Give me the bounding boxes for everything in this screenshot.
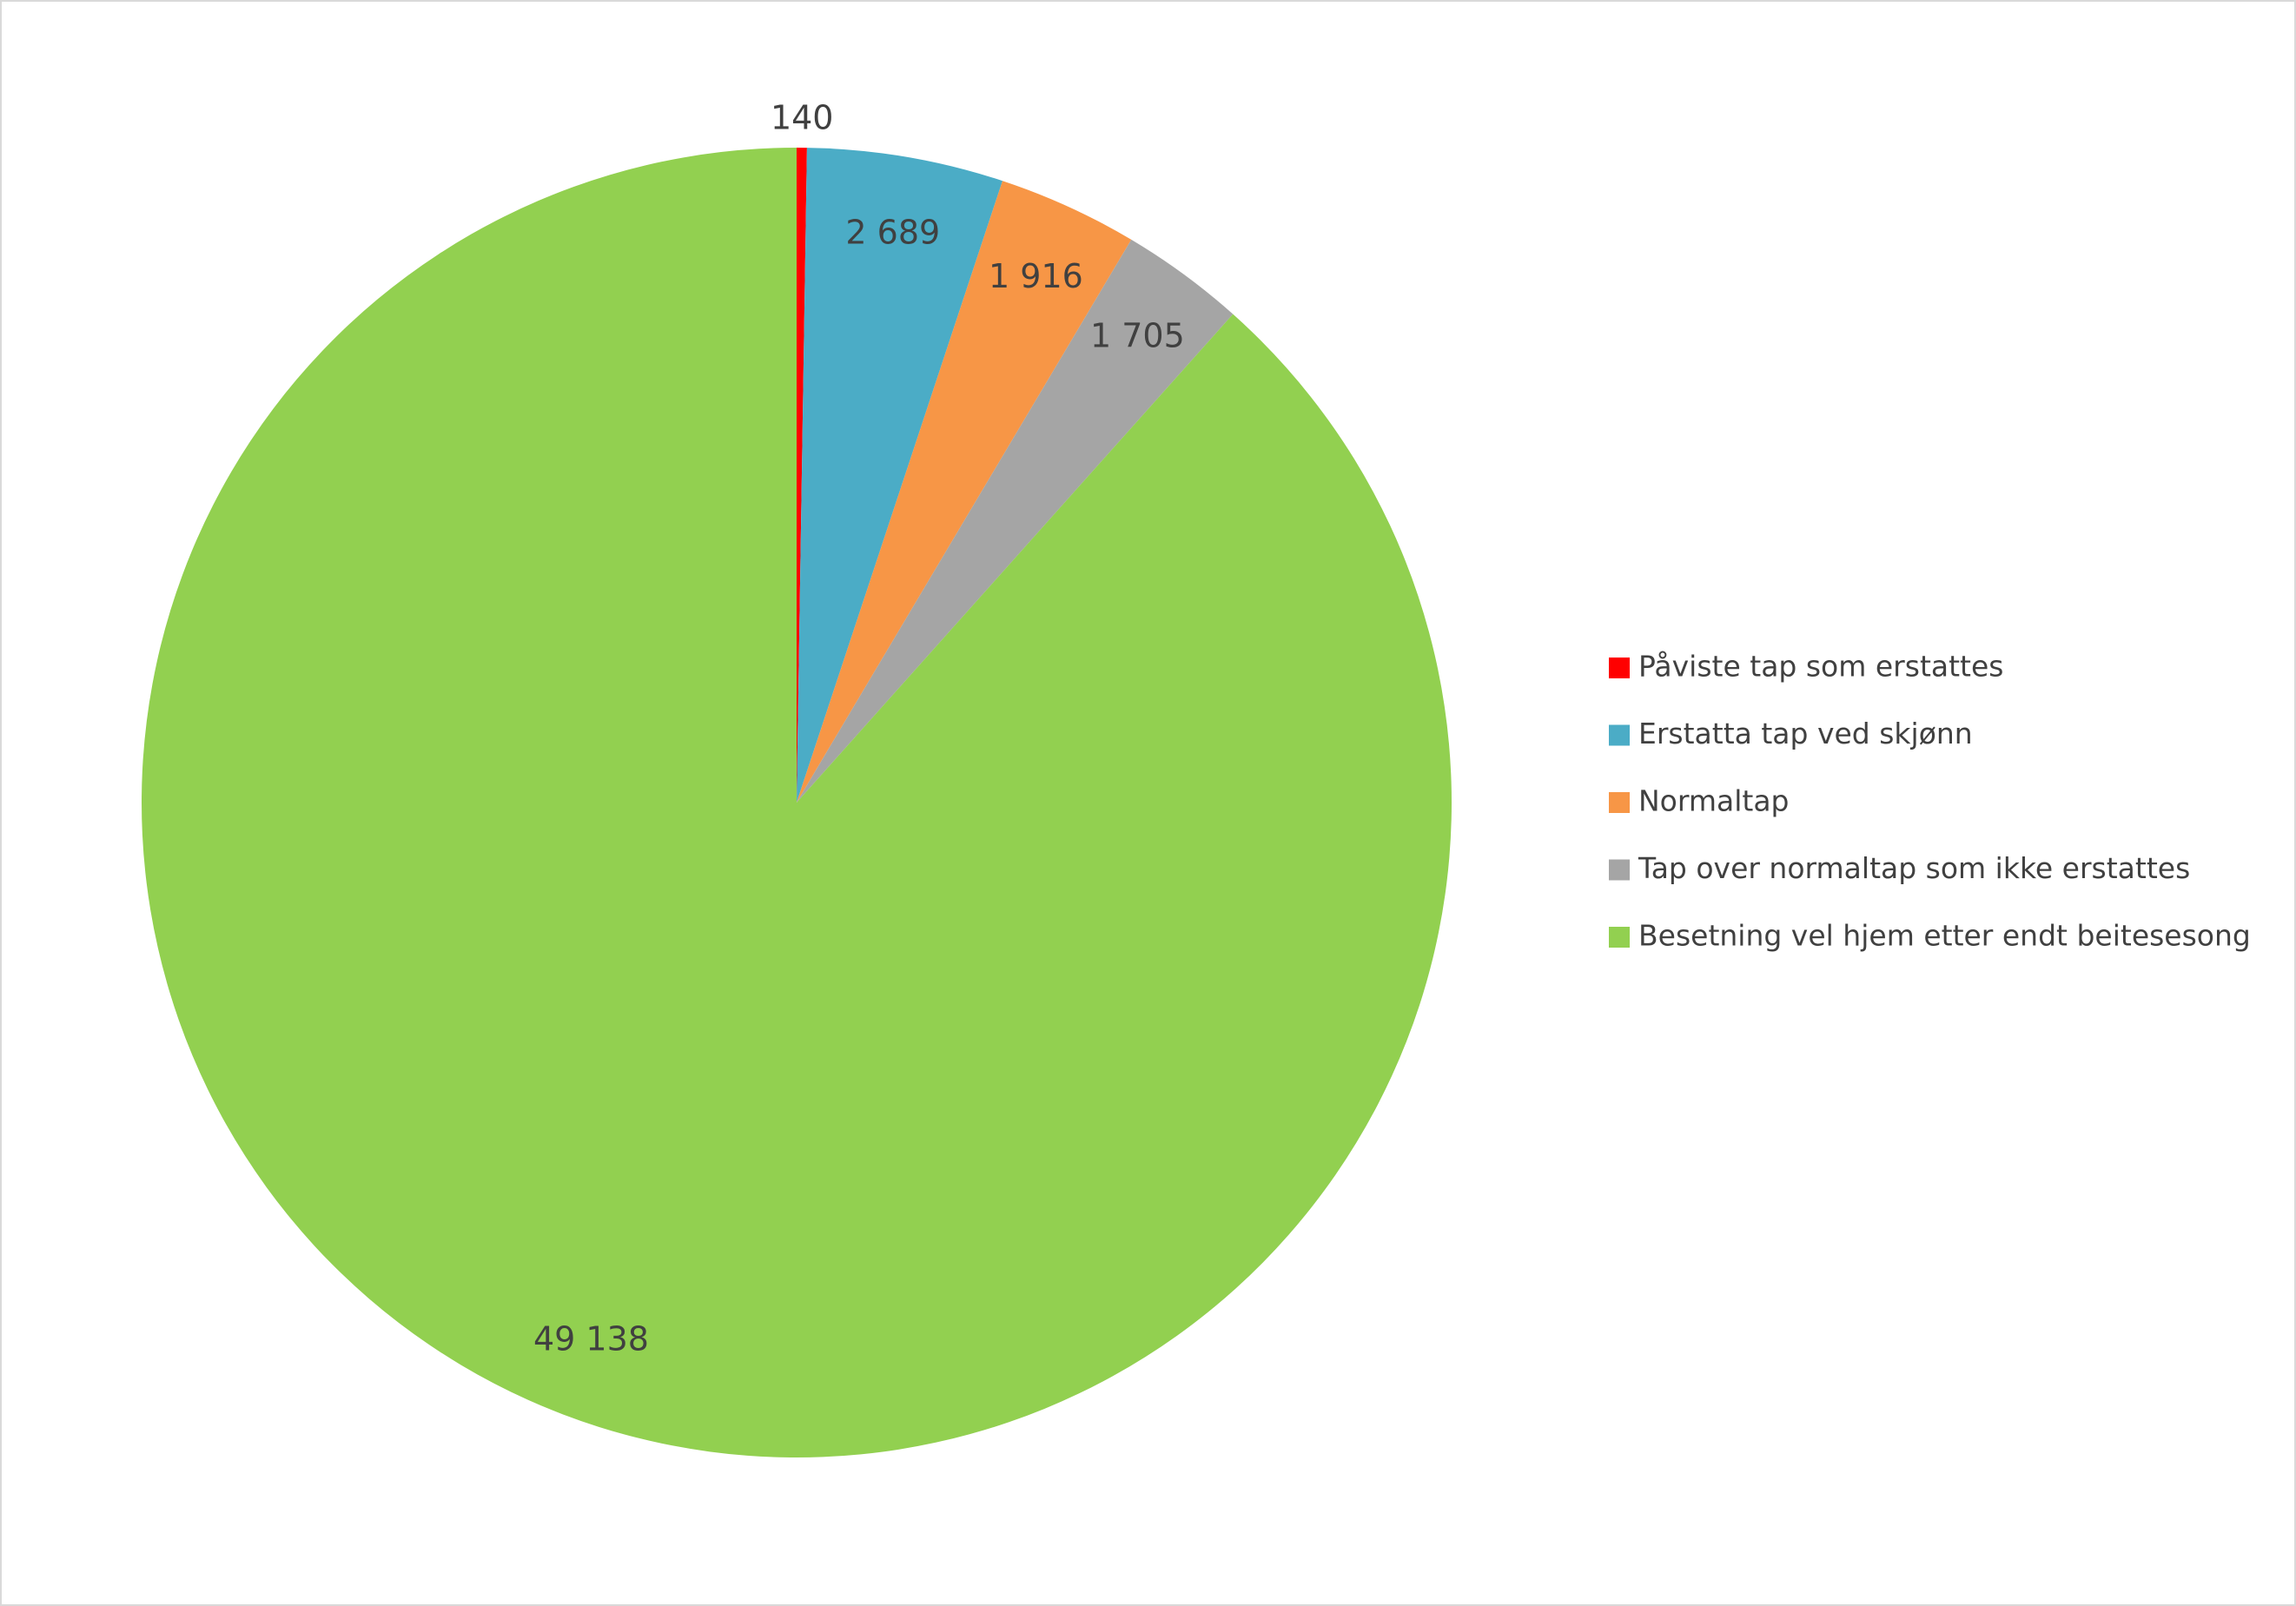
pie-slice [797,181,1132,803]
data-label: 140 [771,99,834,137]
data-label: 1 916 [989,257,1083,295]
legend-swatch [1609,792,1630,813]
legend-label: Tap over normaltap som ikke erstattes [1638,851,2190,885]
legend-swatch [1609,859,1630,881]
legend-label: Påviste tap som erstattes [1638,650,2003,684]
legend-label: Normaltap [1638,784,1790,818]
legend-swatch [1609,724,1630,746]
pie-slice [797,148,1003,803]
pie-slice [141,148,1452,1457]
pie-slice [797,148,807,803]
legend-swatch [1609,927,1630,948]
legend-label: Erstatta tap ved skjønn [1638,717,1973,750]
data-label: 49 138 [533,1319,649,1358]
legend-label: Besetning vel hjem etter endt beiteseson… [1638,919,2251,953]
data-label: 2 689 [845,213,940,251]
pie-slice [797,239,1234,803]
legend-swatch [1609,658,1630,678]
data-label: 1 705 [1090,316,1185,354]
